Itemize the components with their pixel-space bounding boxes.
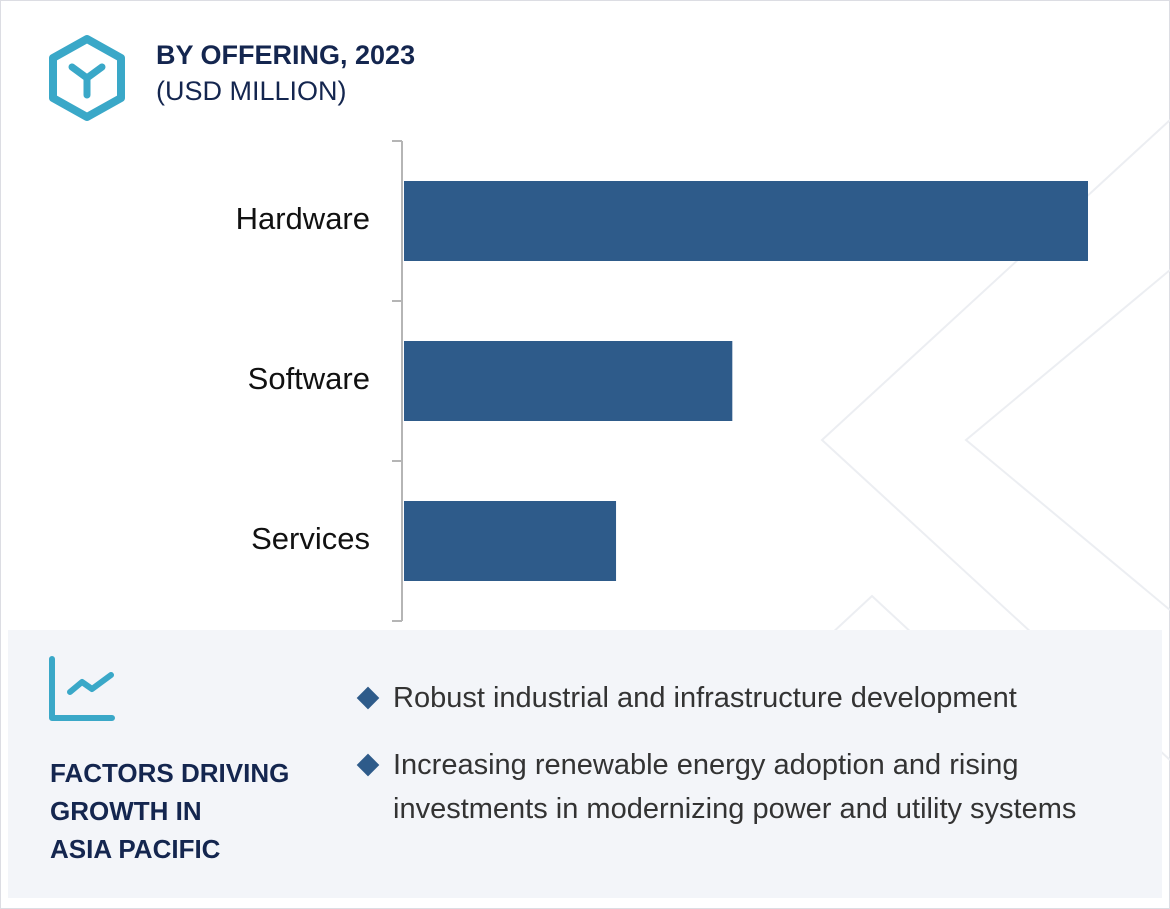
category-label-services: Services <box>251 521 370 556</box>
factors-panel <box>8 630 1162 898</box>
bar-software <box>404 341 733 421</box>
factor-bullet: Robust industrial and infrastructure dev… <box>356 676 1120 720</box>
bar-services <box>404 501 617 581</box>
factor-text: Increasing renewable energy adoption and… <box>393 749 1077 825</box>
bar-hardware <box>404 181 1088 261</box>
factors-heading-line: FACTORS DRIVING <box>50 758 290 788</box>
factor-text: Robust industrial and infrastructure dev… <box>393 682 1017 714</box>
chart-title: BY OFFERING, 2023 <box>156 40 416 70</box>
category-label-software: Software <box>247 361 370 396</box>
factors-heading: FACTORS DRIVING GROWTH IN ASIA PACIFIC <box>50 754 350 868</box>
factors-heading-line: GROWTH IN <box>50 796 202 826</box>
bar-chart <box>392 140 1088 622</box>
category-label-hardware: Hardware <box>235 201 370 236</box>
factors-heading-line: ASIA PACIFIC <box>50 834 221 864</box>
factor-bullet: Increasing renewable energy adoption and… <box>356 743 1110 831</box>
chart-subtitle: (USD MILLION) <box>156 76 347 106</box>
trend-chart-icon <box>49 656 115 721</box>
hexagon-y-icon <box>49 35 125 121</box>
